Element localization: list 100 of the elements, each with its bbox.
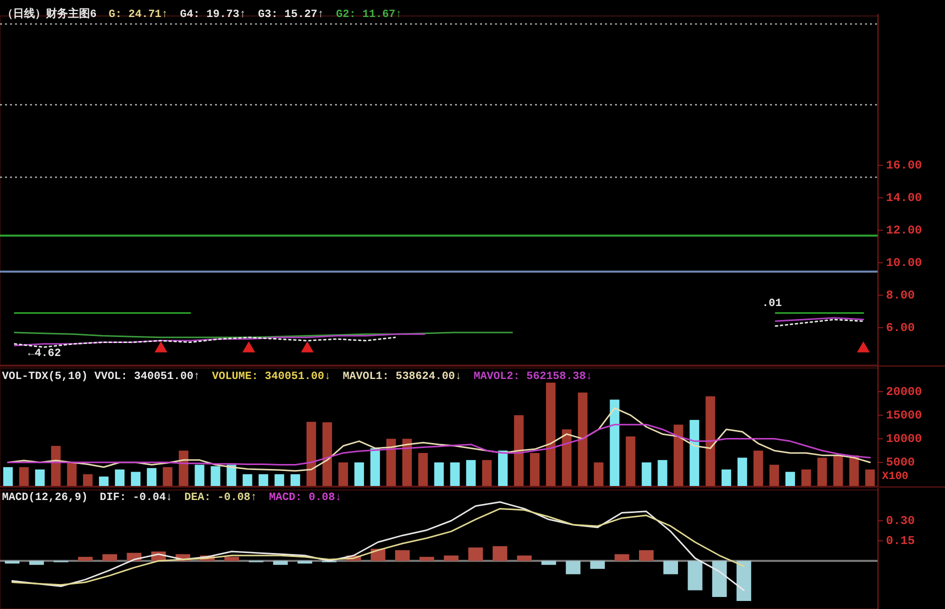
bar [785, 472, 795, 486]
bar [642, 462, 652, 486]
bar [722, 469, 732, 486]
bar [178, 450, 188, 486]
y-tick-label: 0.15 [886, 534, 915, 548]
bar [35, 469, 45, 486]
bar [817, 458, 827, 486]
y-tick-label: 16.00 [886, 158, 922, 173]
bar [566, 560, 580, 574]
bar [690, 420, 700, 486]
bar [541, 560, 556, 565]
bar [482, 460, 492, 486]
bar [395, 550, 410, 561]
bar [546, 382, 556, 486]
bar [194, 464, 204, 486]
y-tick-label: 5000 [886, 456, 915, 470]
bar [146, 468, 156, 486]
bar [638, 550, 654, 561]
chart-title: （日线）财务主图6 [2, 7, 97, 21]
bar [51, 446, 61, 486]
bar [419, 556, 434, 561]
bar [736, 560, 752, 601]
bar [590, 560, 605, 569]
text: DEA: -0.08↑ [184, 492, 258, 504]
bar [614, 554, 630, 561]
bar [418, 452, 428, 486]
bar [322, 422, 332, 486]
bar [226, 464, 236, 486]
bar [210, 466, 220, 486]
y-tick-label: 20000 [886, 384, 922, 399]
bar [370, 448, 380, 486]
y-tick-label: 8.00 [886, 288, 915, 302]
bar [306, 422, 316, 486]
text: MAVOL2: 562158.38↓ [474, 371, 592, 383]
bar [273, 560, 288, 565]
text: X100 [882, 471, 908, 483]
bar [468, 547, 483, 561]
bar [517, 556, 532, 561]
bar [402, 438, 412, 486]
bar [658, 460, 668, 486]
annotation: .01 [762, 298, 782, 310]
bar [562, 429, 572, 486]
line-series [7, 424, 871, 466]
bar [114, 469, 125, 486]
bar [466, 460, 476, 486]
bar [663, 560, 678, 574]
bar [738, 458, 748, 486]
y-tick-label: 12.00 [886, 223, 922, 238]
bar [753, 450, 764, 486]
annotation: G2: 11.67↑ [336, 9, 402, 21]
bar [833, 455, 843, 486]
chart-title: MACD(12,26,9) [2, 492, 88, 504]
bar [801, 469, 811, 486]
bar [290, 474, 300, 486]
bar [865, 469, 875, 486]
bar [130, 472, 140, 486]
bar [3, 467, 13, 486]
bar [354, 462, 364, 486]
bar [78, 556, 93, 561]
bar [98, 476, 109, 486]
bar [610, 400, 620, 486]
y-tick-label: 0.30 [886, 514, 915, 528]
y-tick-label: 15000 [886, 408, 922, 422]
bar [4, 560, 20, 564]
annotation: G: 24.71↑ [108, 9, 168, 21]
bar [83, 474, 93, 486]
annotation: G4: 19.73↑ [180, 9, 246, 21]
y-tick-label: 10000 [886, 432, 922, 446]
annotation: ←4.62 [28, 348, 62, 360]
y-tick-label: 14.00 [886, 190, 922, 205]
bar [626, 436, 636, 486]
bar [712, 560, 727, 597]
bar [29, 560, 44, 565]
bar [434, 462, 444, 486]
bar [688, 560, 702, 590]
bar [514, 415, 524, 486]
annotation: G3: 15.27↑ [258, 9, 324, 21]
bar [102, 554, 118, 561]
bar [224, 556, 240, 561]
bar [274, 474, 284, 486]
bar [498, 450, 508, 486]
bar [769, 464, 780, 486]
bar [674, 424, 684, 486]
annotation: VOLUME: 340051.00↓ [212, 371, 331, 383]
bar [338, 462, 348, 486]
bar [386, 438, 396, 486]
bar [578, 392, 588, 486]
bar [258, 474, 268, 486]
bar [19, 467, 29, 486]
y-tick-label: 6.00 [886, 320, 915, 335]
bar [298, 560, 312, 564]
text: DIF: -0.04↓ [100, 492, 172, 504]
bar [594, 462, 604, 486]
text: MAVOL1: 538624.00↓ [342, 371, 462, 383]
bar [450, 462, 460, 486]
line-series [774, 318, 864, 327]
y-tick-label: 10.00 [886, 256, 922, 270]
bar [162, 467, 172, 486]
bar [706, 396, 716, 486]
bar [444, 556, 459, 561]
